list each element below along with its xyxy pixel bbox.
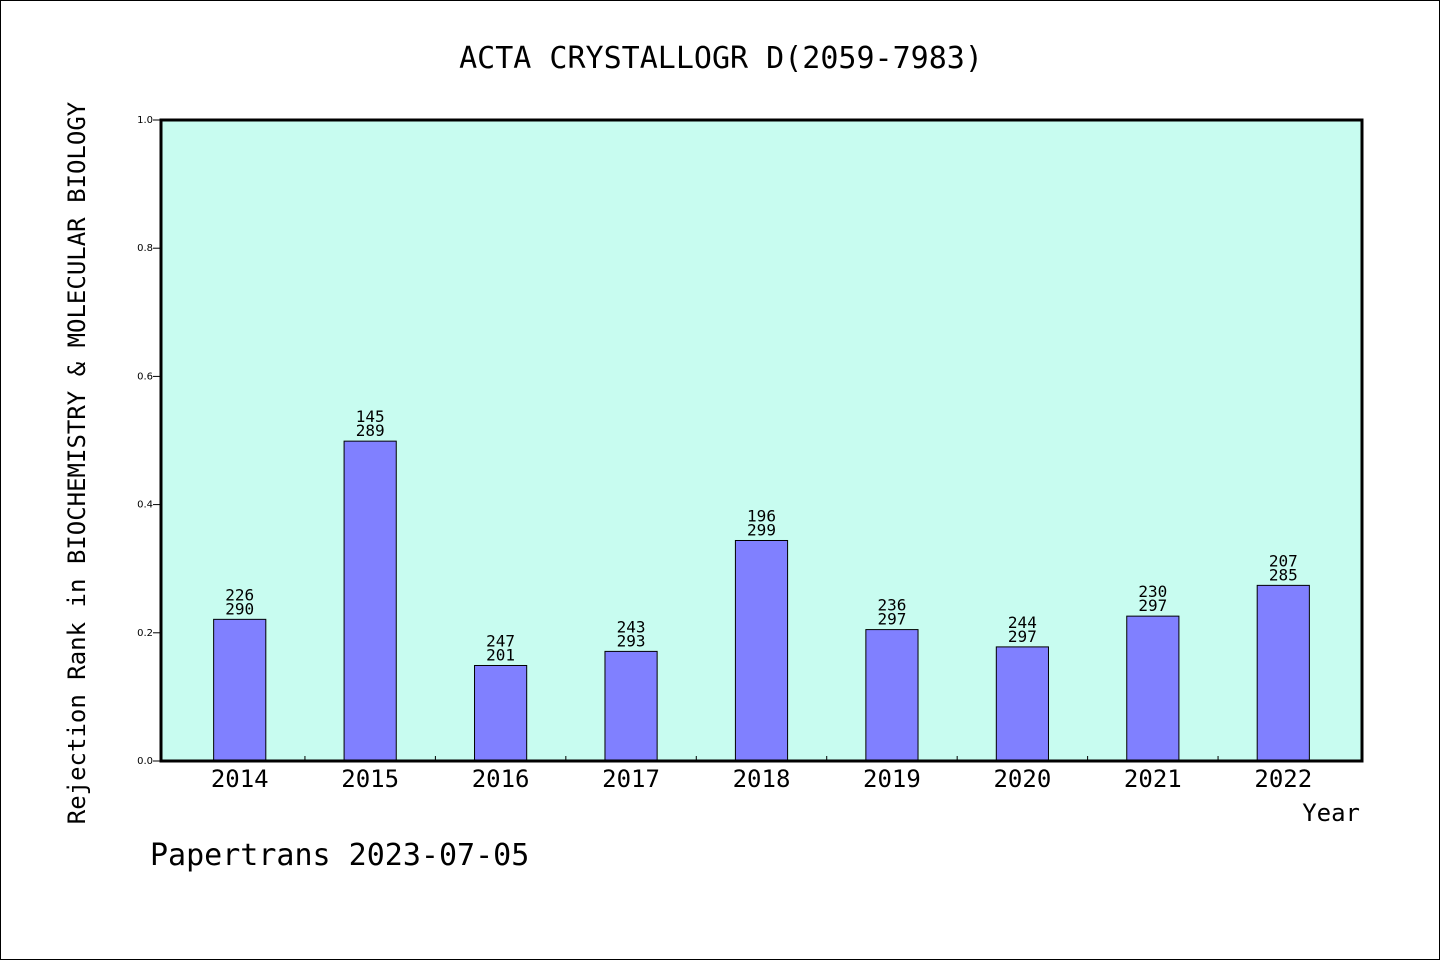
rank-label: 207 — [1269, 551, 1298, 570]
total-label: 293 — [617, 631, 646, 650]
total-label: 297 — [1008, 627, 1037, 646]
rank-label: 226 — [225, 585, 254, 604]
x-tick-label: 2014 — [211, 765, 269, 793]
chart-title: ACTA CRYSTALLOGR D(2059-7983) — [459, 41, 983, 76]
bar-2016 — [474, 664, 528, 762]
plot-border — [159, 118, 1364, 763]
total-label: 297 — [877, 610, 906, 629]
x-tick-label: 2020 — [993, 765, 1051, 793]
y-tick-label: 0.6 — [137, 371, 153, 382]
y-axis-label: Rejection Rank in BIOCHEMISTRY & MOLECUL… — [63, 101, 91, 824]
bar-2019 — [865, 629, 919, 762]
footer-credit: Papertrans 2023-07-05 — [150, 838, 529, 873]
total-label: 290 — [225, 599, 254, 618]
x-tick-label: 2019 — [863, 765, 921, 793]
y-tick-label: 0.8 — [137, 243, 153, 254]
bar-2014 — [213, 618, 267, 762]
total-label: 201 — [486, 645, 515, 664]
rank-label: 244 — [1008, 613, 1037, 632]
y-tick-label: 0.4 — [137, 500, 153, 511]
y-tick-label: 0.0 — [137, 756, 153, 767]
x-tick-label: 2018 — [733, 765, 791, 793]
bar-2015 — [343, 440, 397, 762]
bar-2022 — [1256, 584, 1310, 762]
bar-2021 — [1126, 615, 1180, 762]
x-tick-label: 2015 — [341, 765, 399, 793]
rank-label: 230 — [1138, 582, 1167, 601]
x-tick-label: 2022 — [1254, 765, 1312, 793]
bar-2017 — [604, 650, 658, 762]
bar-2018 — [734, 539, 789, 762]
x-tick-label: 2016 — [472, 765, 530, 793]
rank-label: 196 — [747, 506, 776, 525]
rank-label: 145 — [356, 407, 385, 426]
x-tick-label: 2021 — [1124, 765, 1182, 793]
rank-label: 247 — [486, 631, 515, 650]
total-label: 297 — [1138, 596, 1167, 615]
total-label: 299 — [747, 520, 776, 539]
bars — [213, 440, 1310, 762]
total-label: 285 — [1269, 565, 1298, 584]
x-axis-label: Year — [1302, 799, 1360, 827]
x-tick-label: 2017 — [602, 765, 660, 793]
bar-2020 — [995, 646, 1049, 762]
rank-label: 236 — [877, 596, 906, 615]
total-label: 289 — [356, 421, 385, 440]
rank-label: 243 — [617, 617, 646, 636]
y-tick-label: 0.2 — [137, 628, 153, 639]
y-tick-label: 1.0 — [137, 115, 153, 126]
